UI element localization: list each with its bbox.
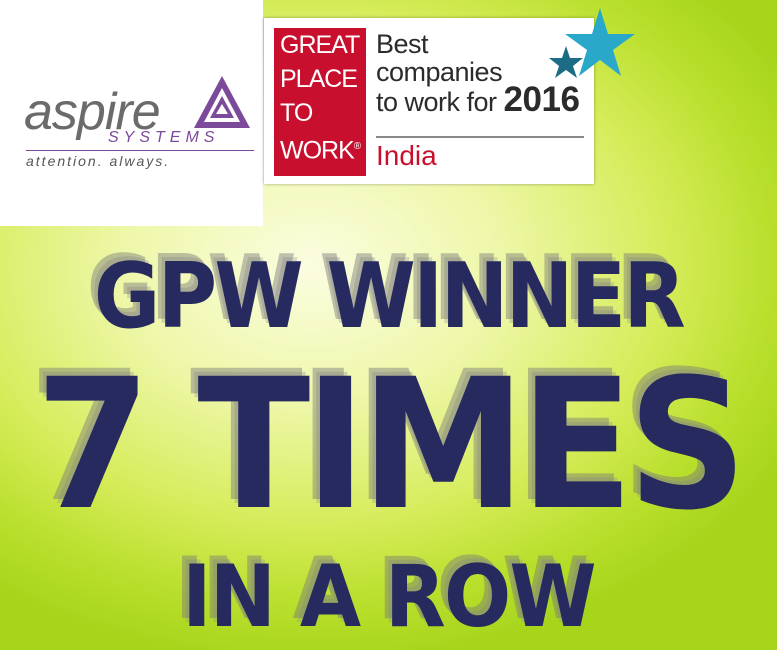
gptw-line-3: TO xyxy=(280,99,313,127)
logo-wordmark: aspire xyxy=(24,83,161,141)
company-logo: aspire SYSTEMS attention. always. xyxy=(0,0,263,226)
gptw-logo: GREAT PLACE TO WORK® xyxy=(274,28,366,176)
headline-line-2: 7 TIMES xyxy=(35,341,747,550)
badge-year: 2016 xyxy=(503,80,580,119)
logo-tagline: attention. always. xyxy=(26,153,171,169)
gptw-line-1: GREAT xyxy=(280,31,360,59)
gptw-line-4-text: WORK xyxy=(280,136,355,165)
aspire-mountain-icon xyxy=(194,76,250,128)
badge-divider xyxy=(376,136,584,138)
headline-line-3: IN A ROW xyxy=(182,547,597,647)
badge-line-3-prefix: to work for xyxy=(376,87,504,117)
gptw-line-2: PLACE xyxy=(280,65,358,93)
badge-line-3: to work for 2016 xyxy=(376,82,580,117)
logo-divider xyxy=(26,150,254,151)
badge-line-2: companies xyxy=(376,57,503,87)
badge-country: India xyxy=(376,140,437,171)
badge-line-1: Best xyxy=(376,29,429,59)
headline-line-1: GPW WINNER xyxy=(93,244,686,349)
gptw-badge: GREAT PLACE TO WORK® Best companies to w… xyxy=(264,18,594,184)
logo-subtitle: SYSTEMS xyxy=(108,129,220,146)
registered-mark: ® xyxy=(353,141,361,152)
stars-icon xyxy=(549,8,635,78)
gptw-line-4: WORK® xyxy=(274,130,366,167)
badge-title: Best companies to work for 2016 xyxy=(376,29,580,117)
